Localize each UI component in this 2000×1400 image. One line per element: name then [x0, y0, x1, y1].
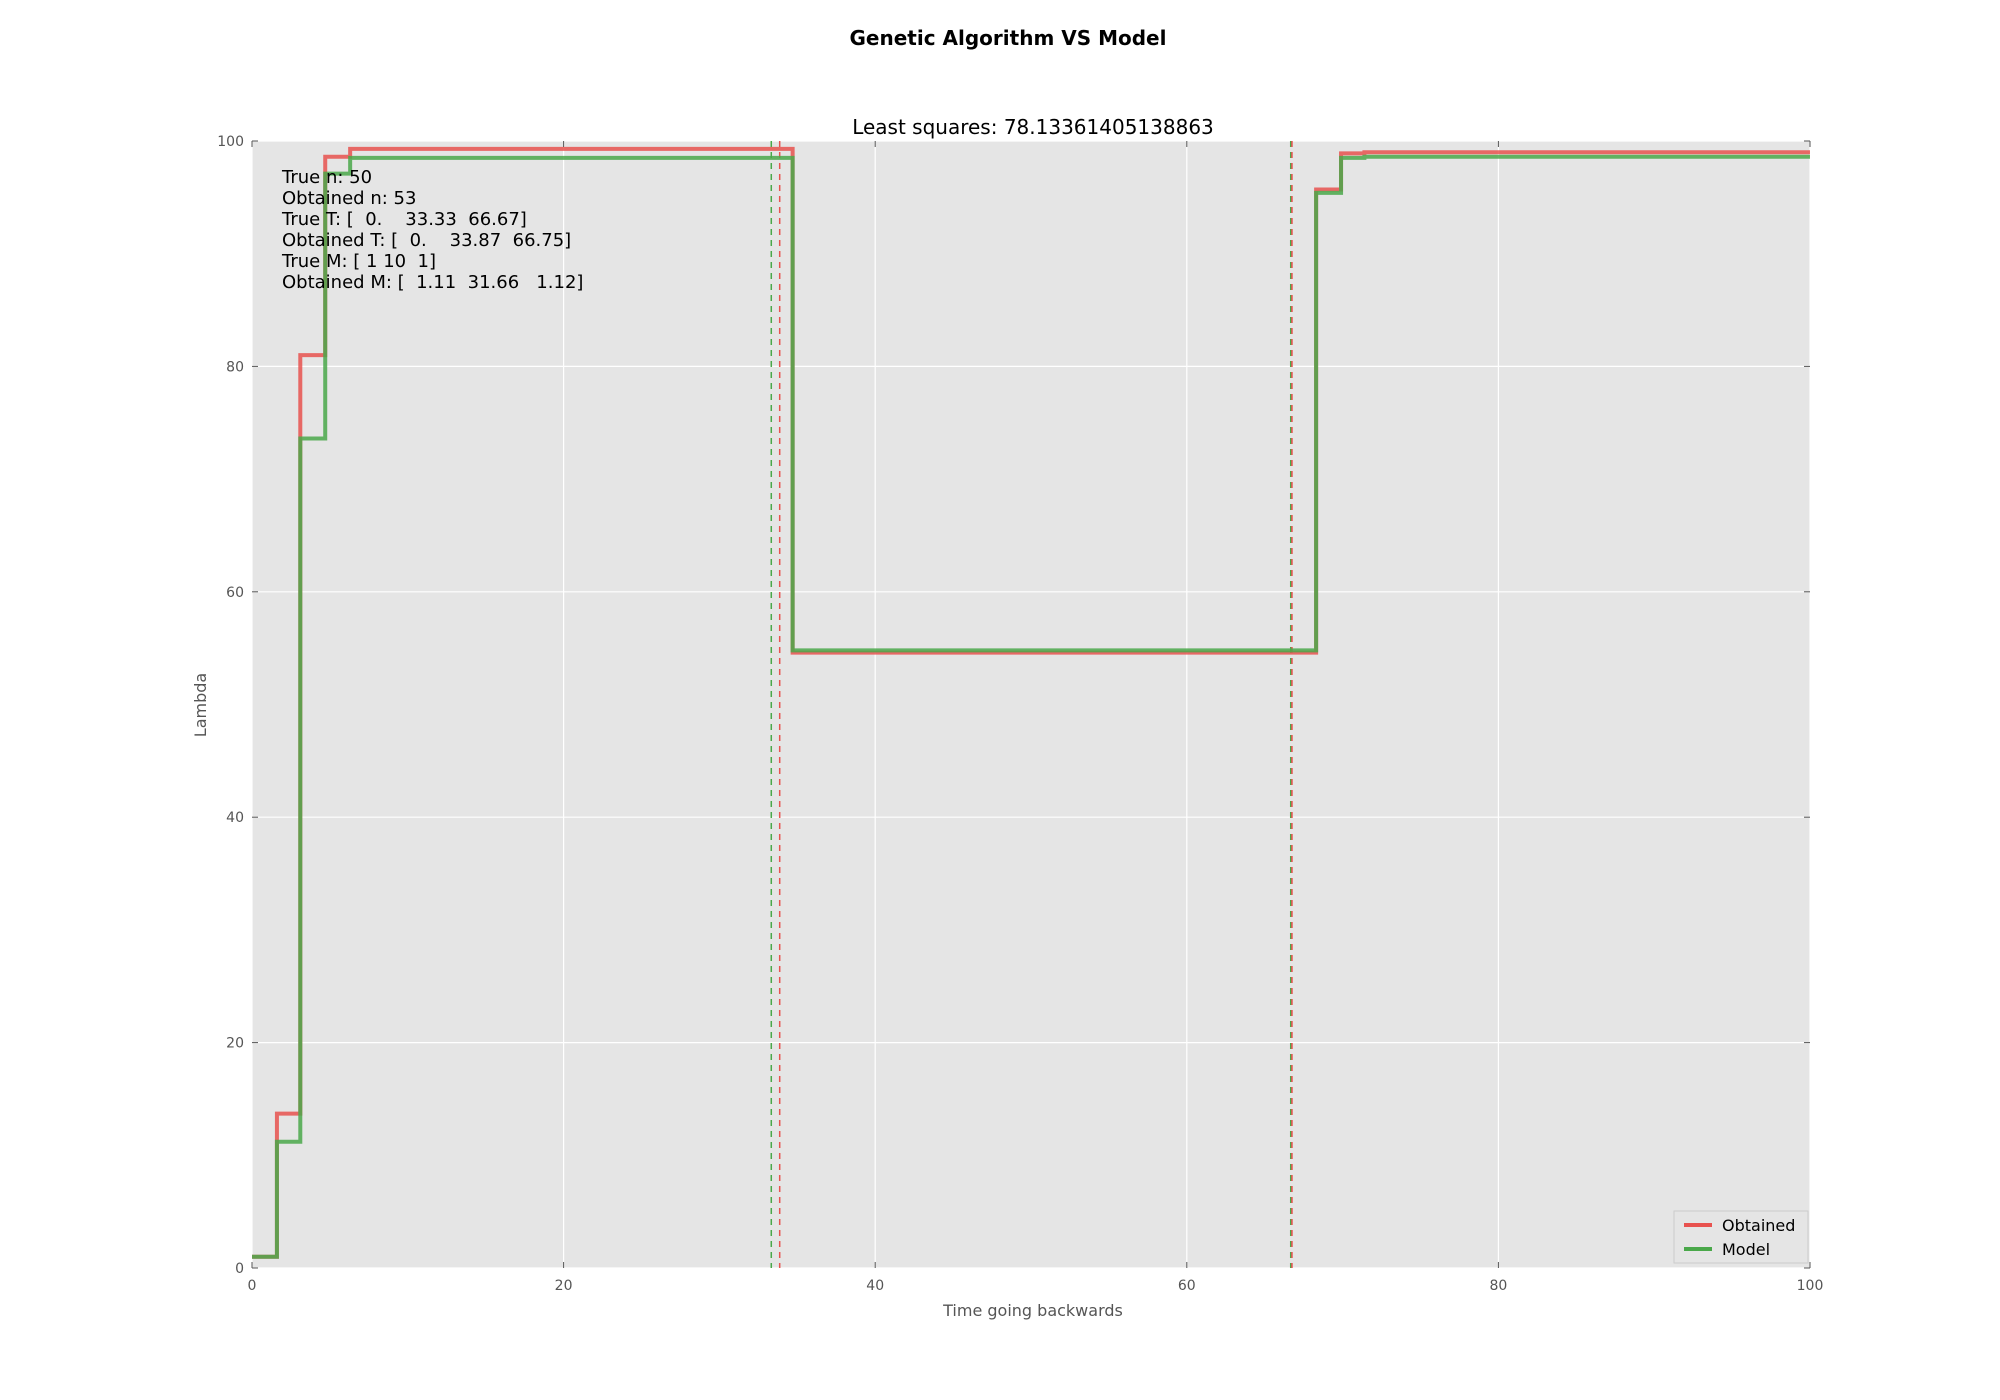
x-tick-label: 80	[1489, 1278, 1507, 1294]
annotation-line: True M: [ 1 10 1]	[281, 251, 436, 272]
annotation-line: True T: [ 0. 33.33 66.67]	[281, 209, 527, 230]
y-tick-label: 20	[226, 1036, 244, 1052]
legend-label-model: Model	[1722, 1240, 1770, 1259]
chart-title: Least squares: 78.13361405138863	[852, 115, 1214, 139]
series-group	[252, 146, 1810, 1259]
threshold-lines	[770, 141, 1293, 1268]
x-axis-label: Time going backwards	[942, 1301, 1123, 1320]
y-tick-label: 100	[217, 134, 244, 150]
annotation-line: Obtained M: [ 1.11 31.66 1.12]	[282, 272, 583, 293]
y-tick-label: 60	[226, 585, 244, 601]
series-line-model	[252, 154, 1810, 1259]
y-tick-label: 0	[235, 1261, 244, 1277]
x-tick-label: 60	[1178, 1278, 1196, 1294]
series-line-obtained	[252, 146, 1810, 1259]
axis-ticks: 0 20 40 60 80 100 0 20 40 60 80 100	[217, 134, 1823, 1294]
x-tick-label: 20	[555, 1278, 573, 1294]
annotation-line: True n: 50	[281, 167, 372, 188]
x-tick-label: 0	[248, 1278, 257, 1294]
annotation-line: Obtained T: [ 0. 33.87 66.75]	[282, 230, 571, 251]
figure-suptitle: Genetic Algorithm VS Model	[850, 26, 1167, 50]
y-tick-label: 40	[226, 810, 244, 826]
y-axis-label: Lambda	[191, 673, 210, 737]
legend: Obtained Model	[1673, 1210, 1809, 1264]
plot-area	[252, 141, 1810, 1268]
legend-frame	[1673, 1210, 1809, 1264]
grid-lines	[251, 140, 1811, 1269]
annotation-line: Obtained n: 53	[282, 188, 416, 209]
x-tick-label: 100	[1797, 1278, 1824, 1294]
legend-label-obtained: Obtained	[1722, 1216, 1795, 1235]
x-tick-label: 40	[866, 1278, 884, 1294]
y-tick-label: 80	[226, 359, 244, 375]
